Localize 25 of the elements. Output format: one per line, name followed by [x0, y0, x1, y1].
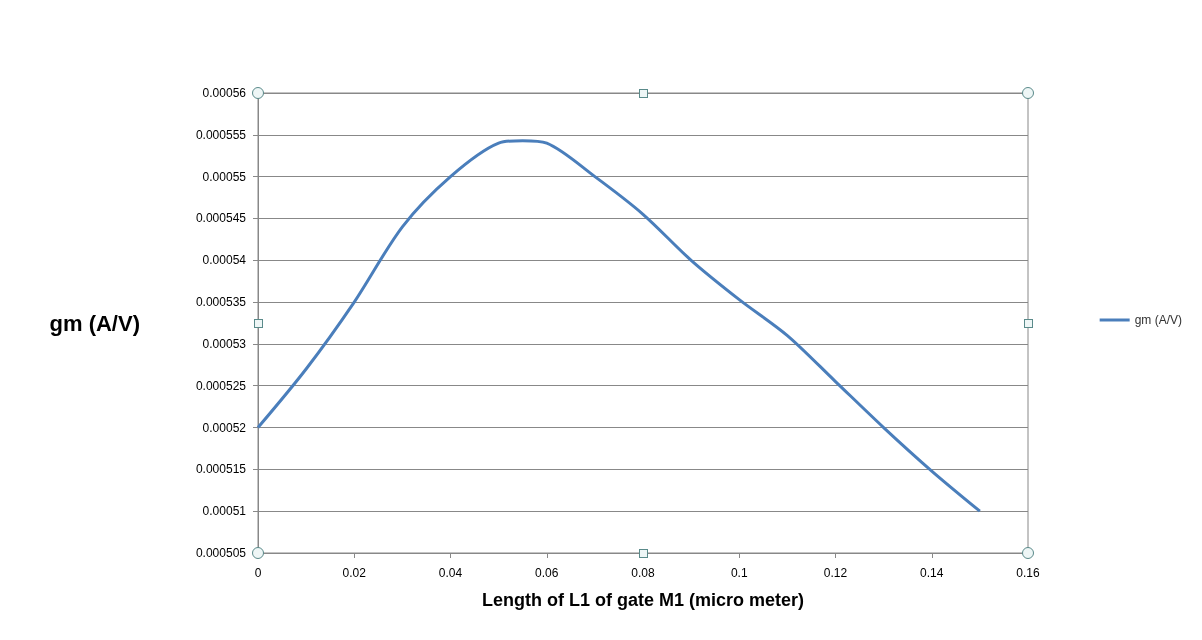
y-tick-label: 0.00054: [202, 253, 247, 268]
x-tick-label: 0.02: [342, 566, 367, 580]
line-series: [256, 139, 982, 513]
y-tick-label: 0.000555: [195, 127, 247, 142]
y-tick-label: 0.00055: [202, 169, 247, 184]
y-tick-label: 0.00056: [202, 86, 247, 100]
y-tick-label: 0.000535: [195, 295, 247, 310]
x-tick-label: 0.06: [535, 566, 559, 580]
y-tick-label: 0.00053: [202, 336, 247, 351]
y-tick-label: 0.00051: [202, 504, 247, 519]
y-tick-label: 0.00052: [202, 420, 247, 435]
y-tick-label: 0.000545: [195, 211, 247, 226]
x-tick-label: 0: [254, 566, 262, 580]
x-tick-label: 0.16: [1016, 566, 1040, 580]
x-tick-label: 0.12: [823, 566, 848, 580]
y-tick-label: 0.000505: [195, 546, 247, 560]
x-tick-label: 0.04: [438, 566, 463, 580]
x-tick-label: 0.1: [730, 566, 748, 580]
y-tick-label: 0.000525: [195, 378, 247, 393]
legend-label: gm (A/V): [1134, 313, 1183, 327]
x-tick-label: 0.14: [920, 566, 944, 580]
y-tick-label: 0.000515: [195, 462, 247, 477]
y-axis-title: gm (A/V): [49, 310, 140, 336]
x-tick-label: 0.08: [631, 566, 655, 580]
x-axis-title: Length of L1 of gate M1 (micro meter): [481, 590, 805, 610]
